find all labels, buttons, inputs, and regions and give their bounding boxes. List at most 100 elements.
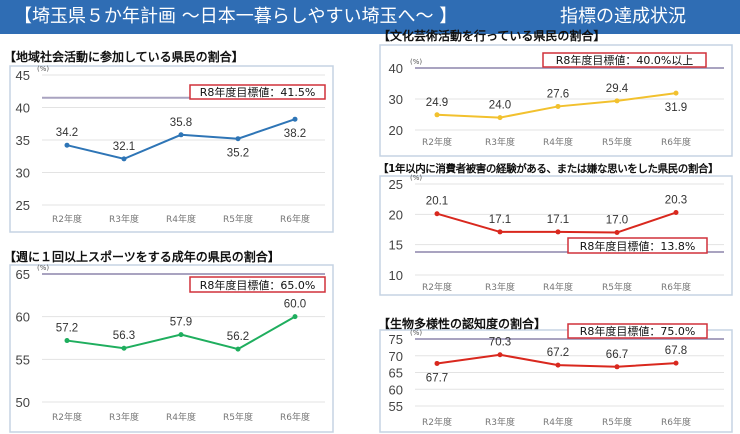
x-tick-label: R2年度 bbox=[422, 281, 452, 293]
chart-title-sports: 【週に１回以上スポーツをする成年の県民の割合】 bbox=[4, 250, 280, 264]
data-label: 57.9 bbox=[170, 317, 192, 329]
data-point bbox=[614, 364, 620, 370]
unit-label: (%) bbox=[37, 264, 49, 272]
y-tick-label: 40 bbox=[16, 101, 30, 116]
target-box bbox=[189, 84, 326, 100]
target-box bbox=[189, 276, 326, 293]
y-tick-label: 60 bbox=[389, 382, 403, 397]
data-label: 27.6 bbox=[547, 88, 569, 100]
x-tick-label: R6年度 bbox=[280, 213, 310, 225]
y-tick-label: 35 bbox=[16, 133, 30, 148]
data-point bbox=[497, 229, 503, 235]
x-tick-label: R2年度 bbox=[422, 136, 452, 148]
y-tick-label: 30 bbox=[16, 166, 30, 181]
page-title: 【埼玉県５か年計画 〜日本一暮らしやすい埼玉へ〜 】 bbox=[14, 6, 458, 27]
y-tick-label: 25 bbox=[16, 198, 30, 213]
data-point bbox=[555, 229, 561, 235]
y-tick-label: 50 bbox=[16, 395, 30, 410]
data-point bbox=[555, 362, 561, 368]
data-label: 20.3 bbox=[665, 195, 687, 207]
y-tick-label: 65 bbox=[389, 366, 403, 381]
data-label: 24.0 bbox=[489, 100, 511, 112]
data-label: 35.8 bbox=[170, 117, 192, 129]
y-tick-label: 60 bbox=[16, 310, 30, 325]
data-point bbox=[434, 360, 440, 366]
y-tick-label: 25 bbox=[389, 177, 403, 192]
x-tick-label: R4年度 bbox=[166, 213, 196, 225]
y-tick-label: 10 bbox=[389, 268, 403, 283]
y-tick-label: 15 bbox=[389, 238, 403, 253]
data-point bbox=[178, 332, 184, 338]
x-tick-label: R2年度 bbox=[422, 416, 452, 428]
x-tick-label: R4年度 bbox=[543, 136, 573, 148]
data-point bbox=[434, 112, 440, 118]
data-point bbox=[64, 338, 70, 344]
chart-frame bbox=[379, 329, 733, 433]
data-label: 57.2 bbox=[56, 323, 78, 335]
x-tick-label: R3年度 bbox=[485, 281, 515, 293]
x-tick-label: R6年度 bbox=[661, 281, 691, 293]
target-label: R8年度目標値：65.0% bbox=[200, 278, 316, 292]
data-label: 20.1 bbox=[426, 196, 448, 208]
x-tick-label: R5年度 bbox=[223, 213, 253, 225]
x-tick-label: R5年度 bbox=[223, 411, 253, 423]
header-bar: 【埼玉県５か年計画 〜日本一暮らしやすい埼玉へ〜 】 指標の達成状況 bbox=[0, 0, 740, 34]
data-point bbox=[614, 230, 620, 236]
target-label: R8年度目標値：41.5% bbox=[200, 85, 316, 99]
data-point bbox=[673, 210, 679, 216]
y-tick-label: 20 bbox=[389, 123, 403, 138]
x-tick-label: R6年度 bbox=[280, 411, 310, 423]
data-point bbox=[555, 103, 561, 109]
data-label: 67.8 bbox=[665, 345, 687, 357]
y-tick-label: 55 bbox=[16, 352, 30, 367]
data-point bbox=[292, 314, 298, 320]
y-tick-label: 20 bbox=[389, 207, 403, 222]
target-box bbox=[567, 323, 708, 339]
data-point bbox=[178, 132, 184, 138]
data-label: 60.0 bbox=[284, 299, 306, 311]
x-tick-label: R4年度 bbox=[543, 281, 573, 293]
y-tick-label: 40 bbox=[389, 61, 403, 76]
x-tick-label: R3年度 bbox=[109, 213, 139, 225]
x-tick-label: R2年度 bbox=[52, 411, 82, 423]
chart-title-community: 【地域社会活動に参加している県民の割合】 bbox=[4, 50, 244, 64]
unit-label: (%) bbox=[410, 58, 422, 66]
chart-title-culture: 【文化芸術活動を行っている県民の割合】 bbox=[378, 29, 606, 43]
unit-label: (%) bbox=[410, 174, 422, 182]
data-label: 17.1 bbox=[489, 214, 511, 226]
target-label: R8年度目標値：13.8% bbox=[580, 239, 696, 253]
data-label: 67.7 bbox=[426, 372, 448, 384]
target-box bbox=[542, 52, 707, 68]
target-label: R8年度目標値：40.0%以上 bbox=[556, 53, 694, 67]
data-point bbox=[497, 115, 503, 121]
x-tick-label: R6年度 bbox=[661, 416, 691, 428]
data-label: 70.3 bbox=[489, 337, 511, 349]
data-label: 31.9 bbox=[665, 102, 687, 114]
data-label: 29.4 bbox=[606, 83, 629, 95]
data-point bbox=[434, 211, 440, 217]
data-label: 24.9 bbox=[426, 97, 448, 109]
data-label: 67.2 bbox=[547, 347, 569, 359]
x-tick-label: R5年度 bbox=[602, 416, 632, 428]
data-label: 17.1 bbox=[547, 214, 569, 226]
data-label: 56.3 bbox=[113, 330, 135, 342]
x-tick-label: R3年度 bbox=[485, 136, 515, 148]
x-tick-label: R4年度 bbox=[166, 411, 196, 423]
data-label: 56.2 bbox=[227, 331, 249, 343]
data-point bbox=[121, 156, 127, 162]
data-label: 17.0 bbox=[606, 215, 628, 227]
x-tick-label: R3年度 bbox=[485, 416, 515, 428]
page-subtitle: 指標の達成状況 bbox=[560, 6, 686, 27]
data-label: 35.2 bbox=[227, 148, 249, 160]
x-tick-label: R6年度 bbox=[661, 136, 691, 148]
data-label: 38.2 bbox=[284, 128, 306, 140]
data-point bbox=[64, 142, 70, 148]
y-tick-label: 55 bbox=[389, 399, 403, 414]
x-tick-label: R5年度 bbox=[602, 281, 632, 293]
data-label: 66.7 bbox=[606, 349, 628, 361]
target-box bbox=[567, 237, 708, 254]
x-tick-label: R2年度 bbox=[52, 213, 82, 225]
x-tick-label: R3年度 bbox=[109, 411, 139, 423]
chart-frame bbox=[9, 264, 334, 433]
y-tick-label: 70 bbox=[389, 349, 403, 364]
